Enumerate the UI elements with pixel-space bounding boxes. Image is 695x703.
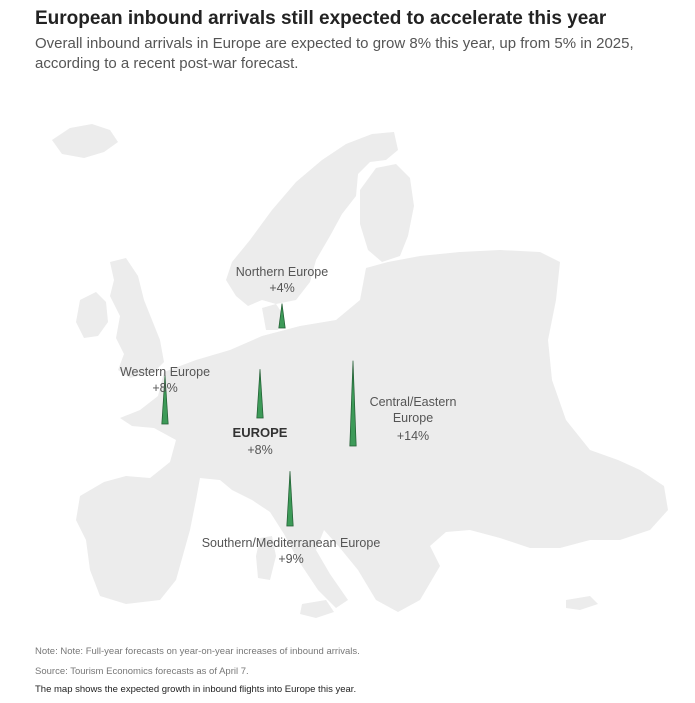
spike-central-eastern-europe xyxy=(349,360,357,447)
value-western-europe: +8% xyxy=(152,381,177,395)
denmark-shape xyxy=(262,304,284,330)
mainland-shape xyxy=(76,250,668,612)
label-layer: Northern Europe +4% Western Europe +8% E… xyxy=(120,265,457,566)
ireland-shape xyxy=(76,292,108,338)
chart-subtitle: Overall inbound arrivals in Europe are e… xyxy=(35,35,634,72)
sardinia-shape xyxy=(256,536,276,580)
iceland-shape xyxy=(52,124,118,158)
label-central-eastern-line1: Central/Eastern xyxy=(370,395,457,409)
scandinavia-shape xyxy=(226,132,398,306)
spike-layer xyxy=(161,303,357,527)
label-central-eastern-line2: Europe xyxy=(393,411,433,425)
europe-map: Northern Europe +4% Western Europe +8% E… xyxy=(52,124,668,618)
finland-shape xyxy=(360,164,414,262)
footnote-source: Source: Tourism Economics forecasts as o… xyxy=(35,666,249,677)
value-europe: +8% xyxy=(247,443,272,457)
spike-europe-total xyxy=(256,369,264,419)
label-northern-europe: Northern Europe xyxy=(236,265,328,279)
value-northern-europe: +4% xyxy=(269,281,294,295)
value-central-eastern-europe: +14% xyxy=(397,429,429,443)
sicily-shape xyxy=(300,600,334,618)
great-britain-shape xyxy=(110,258,164,378)
chart-title: European inbound arrivals still expected… xyxy=(35,8,607,29)
cyprus-shape xyxy=(566,596,598,610)
label-europe: EUROPE xyxy=(233,425,288,440)
map-caption: The map shows the expected growth in inb… xyxy=(35,684,357,695)
label-western-europe: Western Europe xyxy=(120,365,210,379)
label-southern-europe: Southern/Mediterranean Europe xyxy=(202,536,381,550)
land-mass xyxy=(52,124,668,618)
value-southern-europe: +9% xyxy=(278,552,303,566)
spike-northern-europe xyxy=(278,303,286,329)
footnote-note: Note: Note: Full-year forecasts on year-… xyxy=(35,646,360,657)
spike-southern-mediterranean-europe xyxy=(286,471,294,527)
spike-western-europe xyxy=(161,375,169,425)
